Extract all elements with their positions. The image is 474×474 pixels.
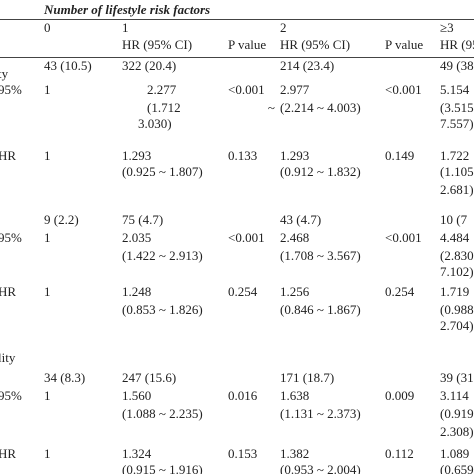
row-label: HR	[0, 148, 17, 163]
table-cell: 1.719	[440, 284, 470, 299]
table-cell: <0.001	[385, 230, 422, 245]
table-cell: 3.030)	[138, 116, 172, 131]
table-cell: 322 (20.4)	[122, 58, 177, 73]
table-cell: 1.293	[122, 148, 152, 163]
row-label: 95%	[0, 230, 22, 245]
table-cell: 9 (2.2)	[44, 212, 79, 227]
table-cell: 49 (38	[440, 58, 474, 73]
table-cell: 1	[44, 82, 51, 97]
table-cell: 1.324	[122, 446, 152, 461]
table-cell: 1.382	[280, 446, 310, 461]
row-label: 95%	[0, 388, 22, 403]
row-label: 95%	[0, 82, 22, 97]
table-cell: 2.035	[122, 230, 152, 245]
table-cell: 1.560	[122, 388, 152, 403]
column-subheader: P value	[228, 37, 267, 52]
table-cell: 1.256	[280, 284, 310, 299]
table-cell: (2.830	[440, 248, 474, 263]
table-cell: (1.088 ~ 2.235)	[122, 406, 203, 421]
table-cell: (0.853 ~ 1.826)	[122, 302, 203, 317]
table-cell: 4.484	[440, 230, 470, 245]
table-cell: 1.248	[122, 284, 152, 299]
row-label: ty	[0, 66, 9, 81]
table-cell: 75 (4.7)	[122, 212, 164, 227]
table-title: Number of lifestyle risk factors	[44, 2, 211, 17]
column-subheader: HR (95% CI)	[280, 37, 351, 52]
table-cell: (1.131 ~ 2.373)	[280, 406, 361, 421]
table-cell: (1.712 ~	[147, 100, 275, 115]
table-cell: 0.153	[228, 446, 258, 461]
table-cell: 247 (15.6)	[122, 370, 177, 385]
table-cell: 2.977	[280, 82, 310, 97]
column-subheader: HR (95% CI)	[122, 37, 193, 52]
table-cell: 2.468	[280, 230, 310, 245]
table-cell: 2.308)	[440, 424, 474, 439]
table-cell: (0.846 ~ 1.867)	[280, 302, 361, 317]
table-cell: 1	[44, 284, 51, 299]
table-cell: <0.001	[228, 230, 265, 245]
column-subheader: P value	[385, 37, 424, 52]
table-cell: 7.557)	[440, 116, 474, 131]
table-cell: (1.422 ~ 2.913)	[122, 248, 203, 263]
table-cell: 1.638	[280, 388, 310, 403]
table-cell: 43 (4.7)	[280, 212, 322, 227]
table-cell: (0.919	[440, 406, 474, 421]
column-header: 1	[122, 20, 129, 35]
table-cell: 1.089	[440, 446, 470, 461]
table-cell: (0.912 ~ 1.832)	[280, 164, 361, 179]
row-label: lity	[0, 350, 16, 365]
table-cell: 2.704)	[440, 318, 474, 333]
table-cell: (1.708 ~ 3.567)	[280, 248, 361, 263]
column-header: 2	[280, 20, 287, 35]
table-cell: 2.277	[147, 82, 177, 97]
table-cell: 1.293	[280, 148, 310, 163]
header-rule	[0, 19, 474, 20]
column-subheader: HR (95	[440, 37, 474, 52]
table-cell: 0.254	[228, 284, 258, 299]
column-header: 0	[44, 20, 51, 35]
table-cell: 1	[44, 446, 51, 461]
table-cell: 0.016	[228, 388, 258, 403]
table-cell: (0.659	[440, 462, 474, 474]
row-label: HR	[0, 284, 17, 299]
table-cell: (2.214 ~ 4.003)	[280, 100, 361, 115]
column-header: ≥3	[440, 20, 454, 35]
row-label: HR	[0, 446, 17, 461]
table-cell: (0.953 ~ 2.004)	[280, 462, 361, 474]
table-cell: 1	[44, 388, 51, 403]
table-cell: (3.515	[440, 100, 474, 115]
table-cell: 171 (18.7)	[280, 370, 335, 385]
table-cell: 1	[44, 230, 51, 245]
table-cell: 5.154	[440, 82, 470, 97]
header-rule	[0, 57, 474, 58]
table-cell: <0.001	[228, 82, 265, 97]
table-cell: 1.722	[440, 148, 470, 163]
table-cell: 43 (10.5)	[44, 58, 92, 73]
table-cell: 0.149	[385, 148, 415, 163]
table-cell: (0.915 ~ 1.916)	[122, 462, 203, 474]
table-cell: 2.681)	[440, 182, 474, 197]
table-cell: 1	[44, 148, 51, 163]
table-cell: 7.102)	[440, 264, 474, 279]
table-cell: <0.001	[385, 82, 422, 97]
table-cell: 34 (8.3)	[44, 370, 86, 385]
table-cell: 10 (7	[440, 212, 468, 227]
table-cell: (0.925 ~ 1.807)	[122, 164, 203, 179]
table-cell: 0.009	[385, 388, 415, 403]
table-cell: 39 (31	[440, 370, 474, 385]
table-cell: 3.114	[440, 388, 469, 403]
table-cell: 0.254	[385, 284, 415, 299]
table-cell: 0.112	[385, 446, 414, 461]
table-cell: (1.105	[440, 164, 474, 179]
table-cell: 214 (23.4)	[280, 58, 335, 73]
table-cell: (0.988	[440, 302, 474, 317]
table-cell: 0.133	[228, 148, 258, 163]
